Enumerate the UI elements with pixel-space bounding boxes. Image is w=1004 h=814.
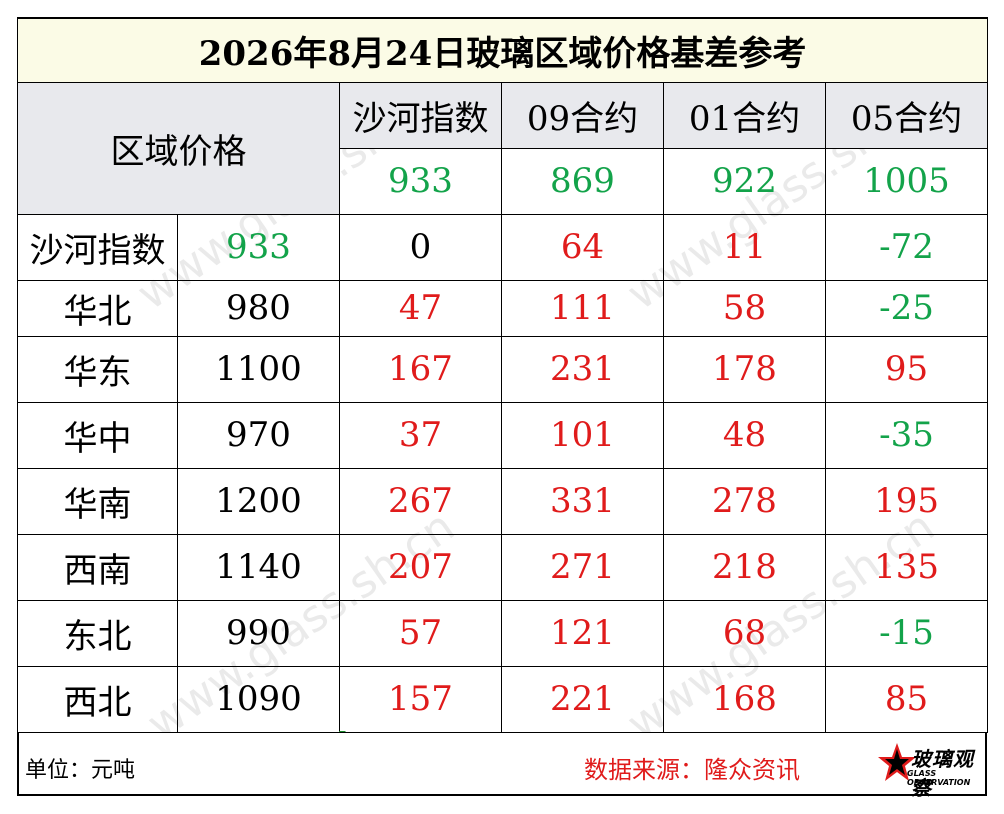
col-header-05: 05合约 — [824, 81, 989, 149]
brand-logo: 玻璃观察 GLASS OBSERVATION — [877, 741, 983, 800]
basis-value: 64 — [501, 213, 664, 281]
basis-value: 168 — [663, 665, 826, 733]
basis-value: 68 — [663, 599, 826, 667]
col-value-09: 869 — [501, 147, 664, 215]
region-name: 华中 — [17, 401, 178, 469]
table-row: 华东 1100 167 231 178 95 — [17, 335, 989, 403]
region-name: 沙河指数 — [17, 213, 178, 281]
region-price: 1140 — [177, 533, 340, 601]
table-row: 西北 1090 157 221 168 85 — [17, 665, 989, 733]
table-row: 华北 980 47 111 58 -25 — [17, 279, 989, 337]
basis-value: 271 — [501, 533, 664, 601]
col-value-05: 1005 — [824, 147, 989, 215]
col-header-01: 01合约 — [663, 81, 826, 149]
col-value-shahe: 933 — [339, 147, 502, 215]
region-name: 华北 — [17, 279, 178, 337]
footer: 单位：元吨 数据来源：隆众资讯 玻璃观察 GLASS OBSERVATION — [17, 732, 987, 800]
logo-text: 玻璃观察 — [911, 747, 974, 800]
basis-value: 111 — [501, 279, 664, 337]
logo-subtext: GLASS OBSERVATION — [907, 769, 971, 787]
basis-value: 178 — [663, 335, 826, 403]
basis-value: 218 — [663, 533, 826, 601]
basis-value: -25 — [824, 279, 989, 337]
col-header-09: 09合约 — [501, 81, 664, 149]
basis-value: -35 — [824, 401, 989, 469]
basis-value: -15 — [824, 599, 989, 667]
region-price-header: 区域价格 — [17, 81, 340, 215]
region-name: 华东 — [17, 335, 178, 403]
region-price: 980 — [177, 279, 340, 337]
basis-value: 167 — [339, 335, 502, 403]
region-name: 西北 — [17, 665, 178, 733]
table-row: 西南 1140 207 271 218 135 — [17, 533, 989, 601]
basis-value: 85 — [824, 665, 989, 733]
region-price: 933 — [177, 213, 340, 281]
basis-value: -72 — [824, 213, 989, 281]
basis-value: 221 — [501, 665, 664, 733]
region-price: 1090 — [177, 665, 340, 733]
basis-value: 331 — [501, 467, 664, 535]
basis-value: 48 — [663, 401, 826, 469]
region-price: 970 — [177, 401, 340, 469]
region-price: 1200 — [177, 467, 340, 535]
col-header-shahe: 沙河指数 — [339, 81, 502, 149]
unit-label: 单位：元吨 — [25, 758, 136, 783]
basis-value: 267 — [339, 467, 502, 535]
basis-value: 135 — [824, 533, 989, 601]
basis-value: 157 — [339, 665, 502, 733]
basis-value: 47 — [339, 279, 502, 337]
basis-value: 95 — [824, 335, 989, 403]
region-name: 西南 — [17, 533, 178, 601]
basis-value: 101 — [501, 401, 664, 469]
basis-value: 195 — [824, 467, 989, 535]
basis-value: 121 — [501, 599, 664, 667]
source-label: 数据来源：隆众资讯 — [584, 756, 800, 784]
region-name: 华南 — [17, 467, 178, 535]
table-row: 华南 1200 267 331 278 195 — [17, 467, 989, 535]
basis-value: 207 — [339, 533, 502, 601]
basis-value: 57 — [339, 599, 502, 667]
basis-value: 58 — [663, 279, 826, 337]
basis-value: 11 — [663, 213, 826, 281]
basis-value: 278 — [663, 467, 826, 535]
region-price: 990 — [177, 599, 340, 667]
star-icon — [878, 743, 916, 781]
table-row: 东北 990 57 121 68 -15 — [17, 599, 989, 667]
basis-value: 231 — [501, 335, 664, 403]
col-value-01: 922 — [663, 147, 826, 215]
region-name: 东北 — [17, 599, 178, 667]
basis-table: 2026年8月24日玻璃区域价格基差参考 区域价格 沙河指数 09合约 01合约… — [16, 17, 989, 733]
region-price: 1100 — [177, 335, 340, 403]
table-title: 2026年8月24日玻璃区域价格基差参考 — [16, 17, 989, 83]
basis-value: 37 — [339, 401, 502, 469]
table-row: 华中 970 37 101 48 -35 — [17, 401, 989, 469]
table-row: 沙河指数 933 0 64 11 -72 — [17, 213, 989, 281]
basis-value: 0 — [339, 213, 502, 281]
